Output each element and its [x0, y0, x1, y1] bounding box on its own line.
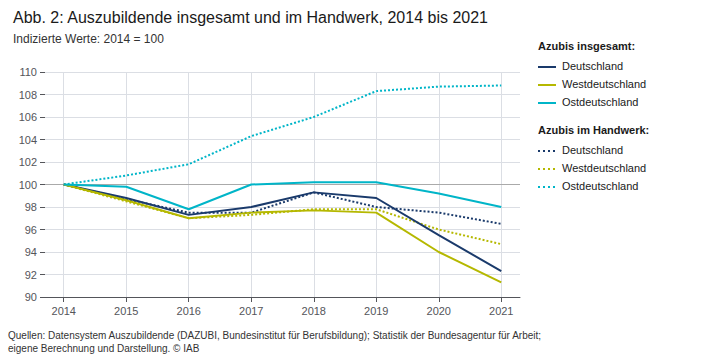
svg-text:Abb. 2: Auszubildende insgesam: Abb. 2: Auszubildende insgesamt und im H…	[13, 9, 488, 26]
svg-text:110: 110	[19, 66, 37, 78]
svg-text:2020: 2020	[427, 305, 451, 317]
svg-text:Indizierte Werte: 2014 = 100: Indizierte Werte: 2014 = 100	[13, 32, 164, 46]
svg-text:96: 96	[25, 224, 37, 236]
svg-text:Westdeutschland: Westdeutschland	[562, 162, 646, 174]
svg-text:90: 90	[25, 291, 37, 303]
svg-text:Azubis im Handwerk:: Azubis im Handwerk:	[538, 124, 649, 136]
svg-text:98: 98	[25, 201, 37, 213]
svg-text:2014: 2014	[52, 305, 76, 317]
svg-text:2018: 2018	[302, 305, 326, 317]
svg-text:2016: 2016	[177, 305, 201, 317]
svg-text:94: 94	[25, 246, 37, 258]
svg-text:Quellen: Datensystem Auszubild: Quellen: Datensystem Auszubildende (DAZU…	[8, 330, 541, 341]
svg-text:104: 104	[19, 134, 37, 146]
svg-text:Ostdeutschland: Ostdeutschland	[562, 96, 638, 108]
svg-text:2021: 2021	[489, 305, 513, 317]
svg-text:Deutschland: Deutschland	[562, 60, 623, 72]
svg-text:102: 102	[19, 156, 37, 168]
svg-text:2015: 2015	[114, 305, 138, 317]
svg-text:92: 92	[25, 269, 37, 281]
svg-text:Azubis insgesamt:: Azubis insgesamt:	[538, 40, 635, 52]
svg-text:Ostdeutschland: Ostdeutschland	[562, 180, 638, 192]
svg-text:2019: 2019	[364, 305, 388, 317]
svg-text:100: 100	[19, 179, 37, 191]
svg-text:108: 108	[19, 89, 37, 101]
svg-text:Deutschland: Deutschland	[562, 144, 623, 156]
svg-text:Westdeutschland: Westdeutschland	[562, 78, 646, 90]
svg-text:2017: 2017	[239, 305, 263, 317]
svg-text:eigene Berechnung und Darstell: eigene Berechnung und Darstellung. © IAB	[8, 343, 200, 354]
svg-text:106: 106	[19, 111, 37, 123]
